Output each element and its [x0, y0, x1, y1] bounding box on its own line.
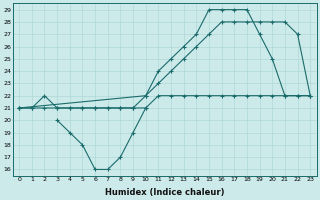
- X-axis label: Humidex (Indice chaleur): Humidex (Indice chaleur): [105, 188, 224, 197]
